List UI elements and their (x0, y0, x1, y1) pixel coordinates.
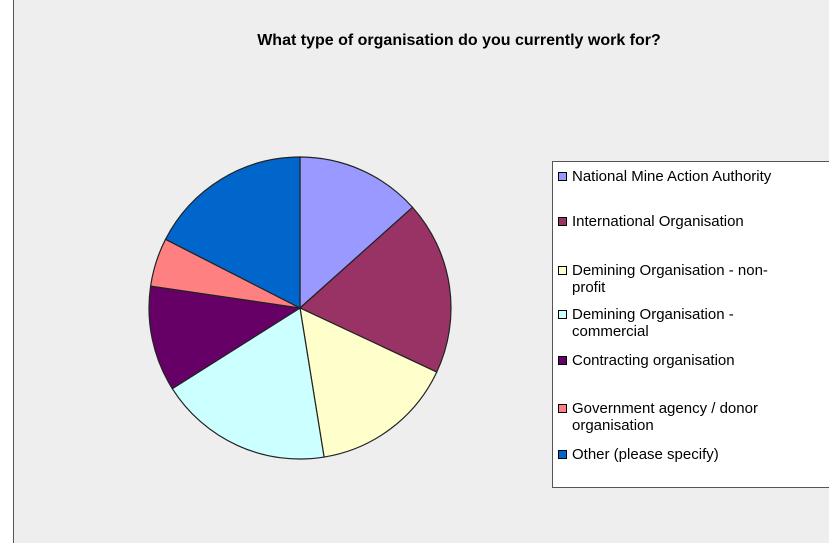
legend-swatch (558, 310, 567, 319)
legend-label: organisation (572, 417, 654, 434)
legend-label: commercial (572, 323, 649, 340)
pie-chart (148, 156, 452, 460)
pie-slice-4 (171, 307, 325, 460)
legend-swatch (558, 356, 567, 365)
chart-title: What type of organisation do you current… (257, 32, 661, 49)
pie-slice-1 (299, 156, 414, 310)
legend-label: profit (572, 279, 606, 296)
legend-swatch (558, 217, 567, 226)
legend: National Mine Action Authority Internatio… (552, 161, 829, 488)
legend-item: Demining Organisation - commercial (558, 306, 828, 340)
legend-label: National Mine Action Authority (572, 168, 772, 185)
legend-item: International Organisation (558, 213, 828, 230)
chart-area: What type of organisation do you current… (13, 0, 829, 543)
legend-item: Other (please specify) (558, 446, 828, 463)
legend-swatch (558, 172, 567, 181)
legend-swatch (558, 404, 567, 413)
pie-slice-7 (164, 156, 301, 309)
legend-swatch (558, 450, 567, 459)
legend-label: International Organisation (572, 213, 744, 230)
pie-slice-3 (299, 306, 438, 458)
legend-item: National Mine Action Authority (558, 168, 828, 185)
legend-label: Government agency / donor (572, 400, 758, 417)
legend-item: Government agency / donor organisation (558, 400, 828, 434)
pie-slice-5 (148, 285, 302, 390)
legend-label: Other (please specify) (572, 446, 719, 463)
legend-label: Demining Organisation - (572, 306, 734, 323)
pie-slice-2 (298, 206, 452, 373)
legend-item: Contracting organisation (558, 352, 828, 369)
legend-swatch (558, 266, 567, 275)
legend-item: Demining Organisation - non-profit (558, 262, 828, 296)
legend-label: Demining Organisation - non- (572, 262, 768, 279)
legend-label: Contracting organisation (572, 352, 735, 369)
